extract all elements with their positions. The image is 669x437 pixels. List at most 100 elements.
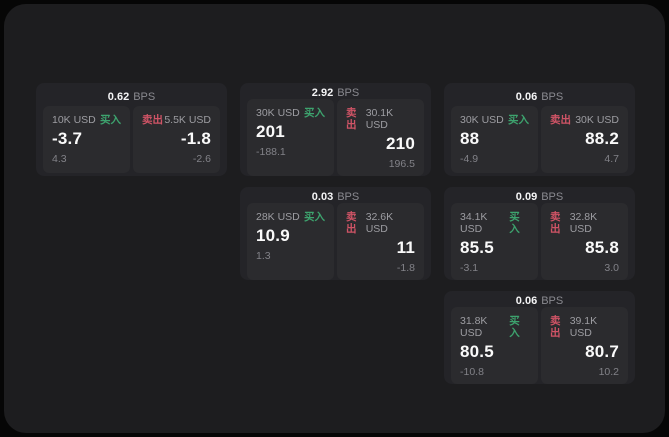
card-column: 0.62 BPS 10K USD 买入 -3.7 4.3 卖出 5.5K USD… (36, 83, 227, 176)
buy-price-value: 10.9 (256, 226, 290, 245)
buy-quote-tile[interactable]: 31.8K USD 买入 80.5 -10.8 (451, 307, 538, 384)
buy-size-label: 34.1K USD (460, 211, 488, 235)
quote-tiles: 30K USD 买入 201 -188.1 卖出 30.1K USD 210 1… (247, 99, 424, 176)
quote-tiles: 30K USD 买入 88 -4.9 卖出 30K USD 88.2 4.7 (451, 106, 628, 173)
sell-tile-header: 卖出 32.8K USD (550, 211, 619, 235)
buy-size-label: 31.8K USD (460, 315, 488, 339)
buy-quote-tile[interactable]: 30K USD 买入 88 -4.9 (451, 106, 538, 173)
buy-tile-header: 28K USD 买入 (256, 211, 325, 223)
sell-tile-header: 卖出 32.6K USD (346, 211, 415, 235)
buy-tile-header: 10K USD 买入 (52, 114, 121, 126)
buy-quote-tile[interactable]: 10K USD 买入 -3.7 4.3 (43, 106, 130, 173)
sell-delta-value: 10.2 (598, 366, 619, 378)
sell-tile-header: 卖出 30K USD (550, 114, 619, 126)
quote-tiles: 28K USD 买入 10.9 1.3 卖出 32.6K USD 11 -1.8 (247, 203, 424, 280)
quote-tiles: 31.8K USD 买入 80.5 -10.8 卖出 39.1K USD 80.… (451, 307, 628, 384)
card-header: 2.92 BPS (247, 87, 424, 99)
sell-delta-value: 4.7 (604, 153, 619, 165)
quote-card: 2.92 BPS 30K USD 买入 201 -188.1 卖出 30.1K … (240, 83, 431, 176)
buy-quote-tile[interactable]: 30K USD 买入 201 -188.1 (247, 99, 334, 176)
sell-size-label: 32.8K USD (569, 211, 598, 235)
card-column: 2.92 BPS 30K USD 买入 201 -188.1 卖出 30.1K … (240, 83, 431, 280)
buy-size-label: 30K USD (256, 107, 300, 119)
quote-card: 0.62 BPS 10K USD 买入 -3.7 4.3 卖出 5.5K USD… (36, 83, 227, 176)
card-header: 0.06 BPS (451, 87, 628, 106)
bps-unit-label: BPS (541, 295, 564, 307)
bps-spread-value: 0.06 (515, 90, 538, 103)
quote-card: 0.06 BPS 30K USD 买入 88 -4.9 卖出 30K USD 8… (444, 83, 635, 176)
sell-tile-header: 卖出 30.1K USD (346, 107, 415, 131)
bps-unit-label: BPS (133, 90, 156, 103)
buy-quote-tile[interactable]: 34.1K USD 买入 85.5 -3.1 (451, 203, 538, 280)
card-header: 0.03 BPS (247, 191, 424, 203)
bps-unit-label: BPS (337, 87, 360, 99)
sell-quote-tile[interactable]: 卖出 5.5K USD -1.8 -2.6 (133, 106, 220, 173)
sell-tile-header: 卖出 5.5K USD (142, 114, 211, 126)
quote-tiles: 34.1K USD 买入 85.5 -3.1 卖出 32.8K USD 85.8… (451, 203, 628, 280)
buy-tag: 买入 (100, 114, 121, 126)
sell-delta-value: -1.8 (396, 262, 415, 274)
buy-delta-value: -188.1 (256, 146, 286, 158)
bps-unit-label: BPS (541, 90, 564, 103)
sell-tag: 卖出 (550, 315, 561, 339)
quote-tiles: 10K USD 买入 -3.7 4.3 卖出 5.5K USD -1.8 -2.… (43, 106, 220, 173)
buy-tag: 买入 (509, 315, 520, 339)
bps-spread-value: 0.03 (311, 191, 334, 203)
sell-quote-tile[interactable]: 卖出 30K USD 88.2 4.7 (541, 106, 628, 173)
sell-tag: 卖出 (346, 107, 357, 131)
card-column: 0.06 BPS 30K USD 买入 88 -4.9 卖出 30K USD 8… (444, 83, 635, 384)
buy-size-label: 10K USD (52, 114, 96, 126)
buy-tile-header: 30K USD 买入 (256, 107, 325, 119)
bps-spread-value: 2.92 (311, 87, 334, 99)
buy-size-label: 30K USD (460, 114, 504, 126)
card-header: 0.62 BPS (43, 87, 220, 106)
bps-spread-value: 0.06 (515, 295, 538, 307)
bps-spread-value: 0.09 (515, 191, 538, 203)
sell-price-value: 11 (396, 238, 415, 257)
buy-delta-value: -4.9 (460, 153, 479, 165)
buy-delta-value: -3.1 (460, 262, 479, 274)
sell-price-value: 88.2 (585, 129, 619, 148)
sell-delta-value: 3.0 (604, 262, 619, 274)
card-header: 0.09 BPS (451, 191, 628, 203)
sell-tag: 卖出 (346, 211, 357, 235)
quote-card: 0.03 BPS 28K USD 买入 10.9 1.3 卖出 32.6K US… (240, 187, 431, 280)
sell-price-value: 80.7 (585, 342, 619, 361)
buy-delta-value: 4.3 (52, 153, 67, 165)
buy-tag: 买入 (304, 211, 325, 223)
sell-size-label: 5.5K USD (164, 114, 211, 126)
sell-quote-tile[interactable]: 卖出 39.1K USD 80.7 10.2 (541, 307, 628, 384)
buy-price-value: 85.5 (460, 238, 494, 257)
buy-quote-tile[interactable]: 28K USD 买入 10.9 1.3 (247, 203, 334, 280)
buy-tag: 买入 (509, 211, 520, 235)
buy-tile-header: 31.8K USD 买入 (460, 315, 529, 339)
card-columns: 0.62 BPS 10K USD 买入 -3.7 4.3 卖出 5.5K USD… (36, 83, 635, 384)
buy-price-value: 88 (460, 129, 480, 148)
bps-unit-label: BPS (541, 191, 564, 203)
sell-price-value: 85.8 (585, 238, 619, 257)
quote-card: 0.09 BPS 34.1K USD 买入 85.5 -3.1 卖出 32.8K… (444, 187, 635, 280)
buy-size-label: 28K USD (256, 211, 300, 223)
buy-tag: 买入 (304, 107, 325, 119)
sell-size-label: 30.1K USD (365, 107, 394, 131)
buy-delta-value: 1.3 (256, 250, 271, 262)
buy-delta-value: -10.8 (460, 366, 484, 378)
sell-tile-header: 卖出 39.1K USD (550, 315, 619, 339)
sell-tag: 卖出 (142, 114, 163, 126)
sell-tag: 卖出 (550, 114, 571, 126)
card-header: 0.06 BPS (451, 295, 628, 307)
quote-card: 0.06 BPS 31.8K USD 买入 80.5 -10.8 卖出 39.1… (444, 291, 635, 384)
buy-price-value: 201 (256, 122, 285, 141)
sell-quote-tile[interactable]: 卖出 30.1K USD 210 196.5 (337, 99, 424, 176)
sell-size-label: 30K USD (575, 114, 619, 126)
sell-quote-tile[interactable]: 卖出 32.8K USD 85.8 3.0 (541, 203, 628, 280)
sell-quote-tile[interactable]: 卖出 32.6K USD 11 -1.8 (337, 203, 424, 280)
buy-tile-header: 34.1K USD 买入 (460, 211, 529, 235)
buy-price-value: -3.7 (52, 129, 83, 148)
sell-tag: 卖出 (550, 211, 561, 235)
buy-tag: 买入 (508, 114, 529, 126)
sell-delta-value: 196.5 (388, 158, 415, 170)
bps-spread-value: 0.62 (107, 90, 130, 103)
buy-price-value: 80.5 (460, 342, 494, 361)
